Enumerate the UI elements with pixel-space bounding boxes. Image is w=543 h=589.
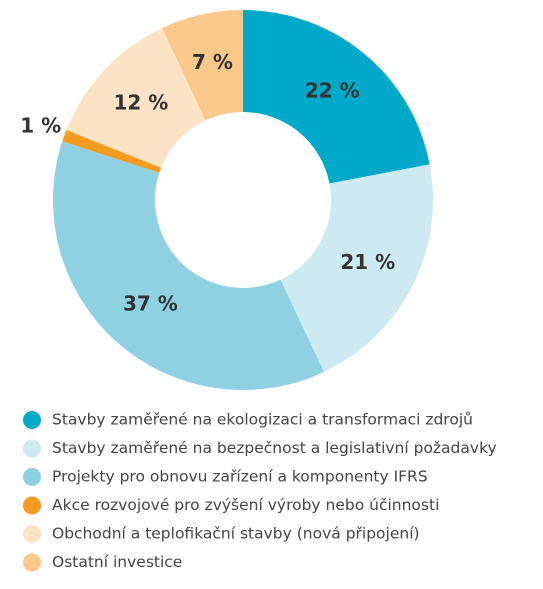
value-label: 1 % <box>20 114 61 138</box>
legend-label: Akce rozvojové pro zvýšení výroby nebo ú… <box>52 496 439 514</box>
legend-swatch <box>23 411 41 429</box>
value-label: 12 % <box>114 91 169 115</box>
donut-slice <box>243 10 430 184</box>
donut-slice <box>66 28 206 168</box>
legend-label: Projekty pro obnovu zařízení a komponent… <box>52 468 428 486</box>
legend-label: Obchodní a teplofikační stavby (nová při… <box>52 525 420 543</box>
legend-swatch <box>23 553 41 572</box>
value-label: 37 % <box>123 292 178 316</box>
donut-slice <box>162 10 243 121</box>
legend-label: Stavby zaměřené na bezpečnost a legislat… <box>52 439 497 457</box>
value-label: 21 % <box>340 250 395 274</box>
legend-swatch <box>23 439 41 458</box>
legend-swatch <box>23 496 41 515</box>
legend-swatch <box>23 468 41 486</box>
legend-swatch <box>23 525 41 543</box>
value-label: 7 % <box>192 50 233 74</box>
donut-slice <box>280 164 433 372</box>
donut-slice <box>62 130 162 173</box>
legend-label: Stavby zaměřené na ekologizaci a transfo… <box>52 411 473 429</box>
legend-label: Ostatní investice <box>52 553 182 571</box>
donut-slice <box>52 141 324 391</box>
value-label: 22 % <box>305 79 360 103</box>
